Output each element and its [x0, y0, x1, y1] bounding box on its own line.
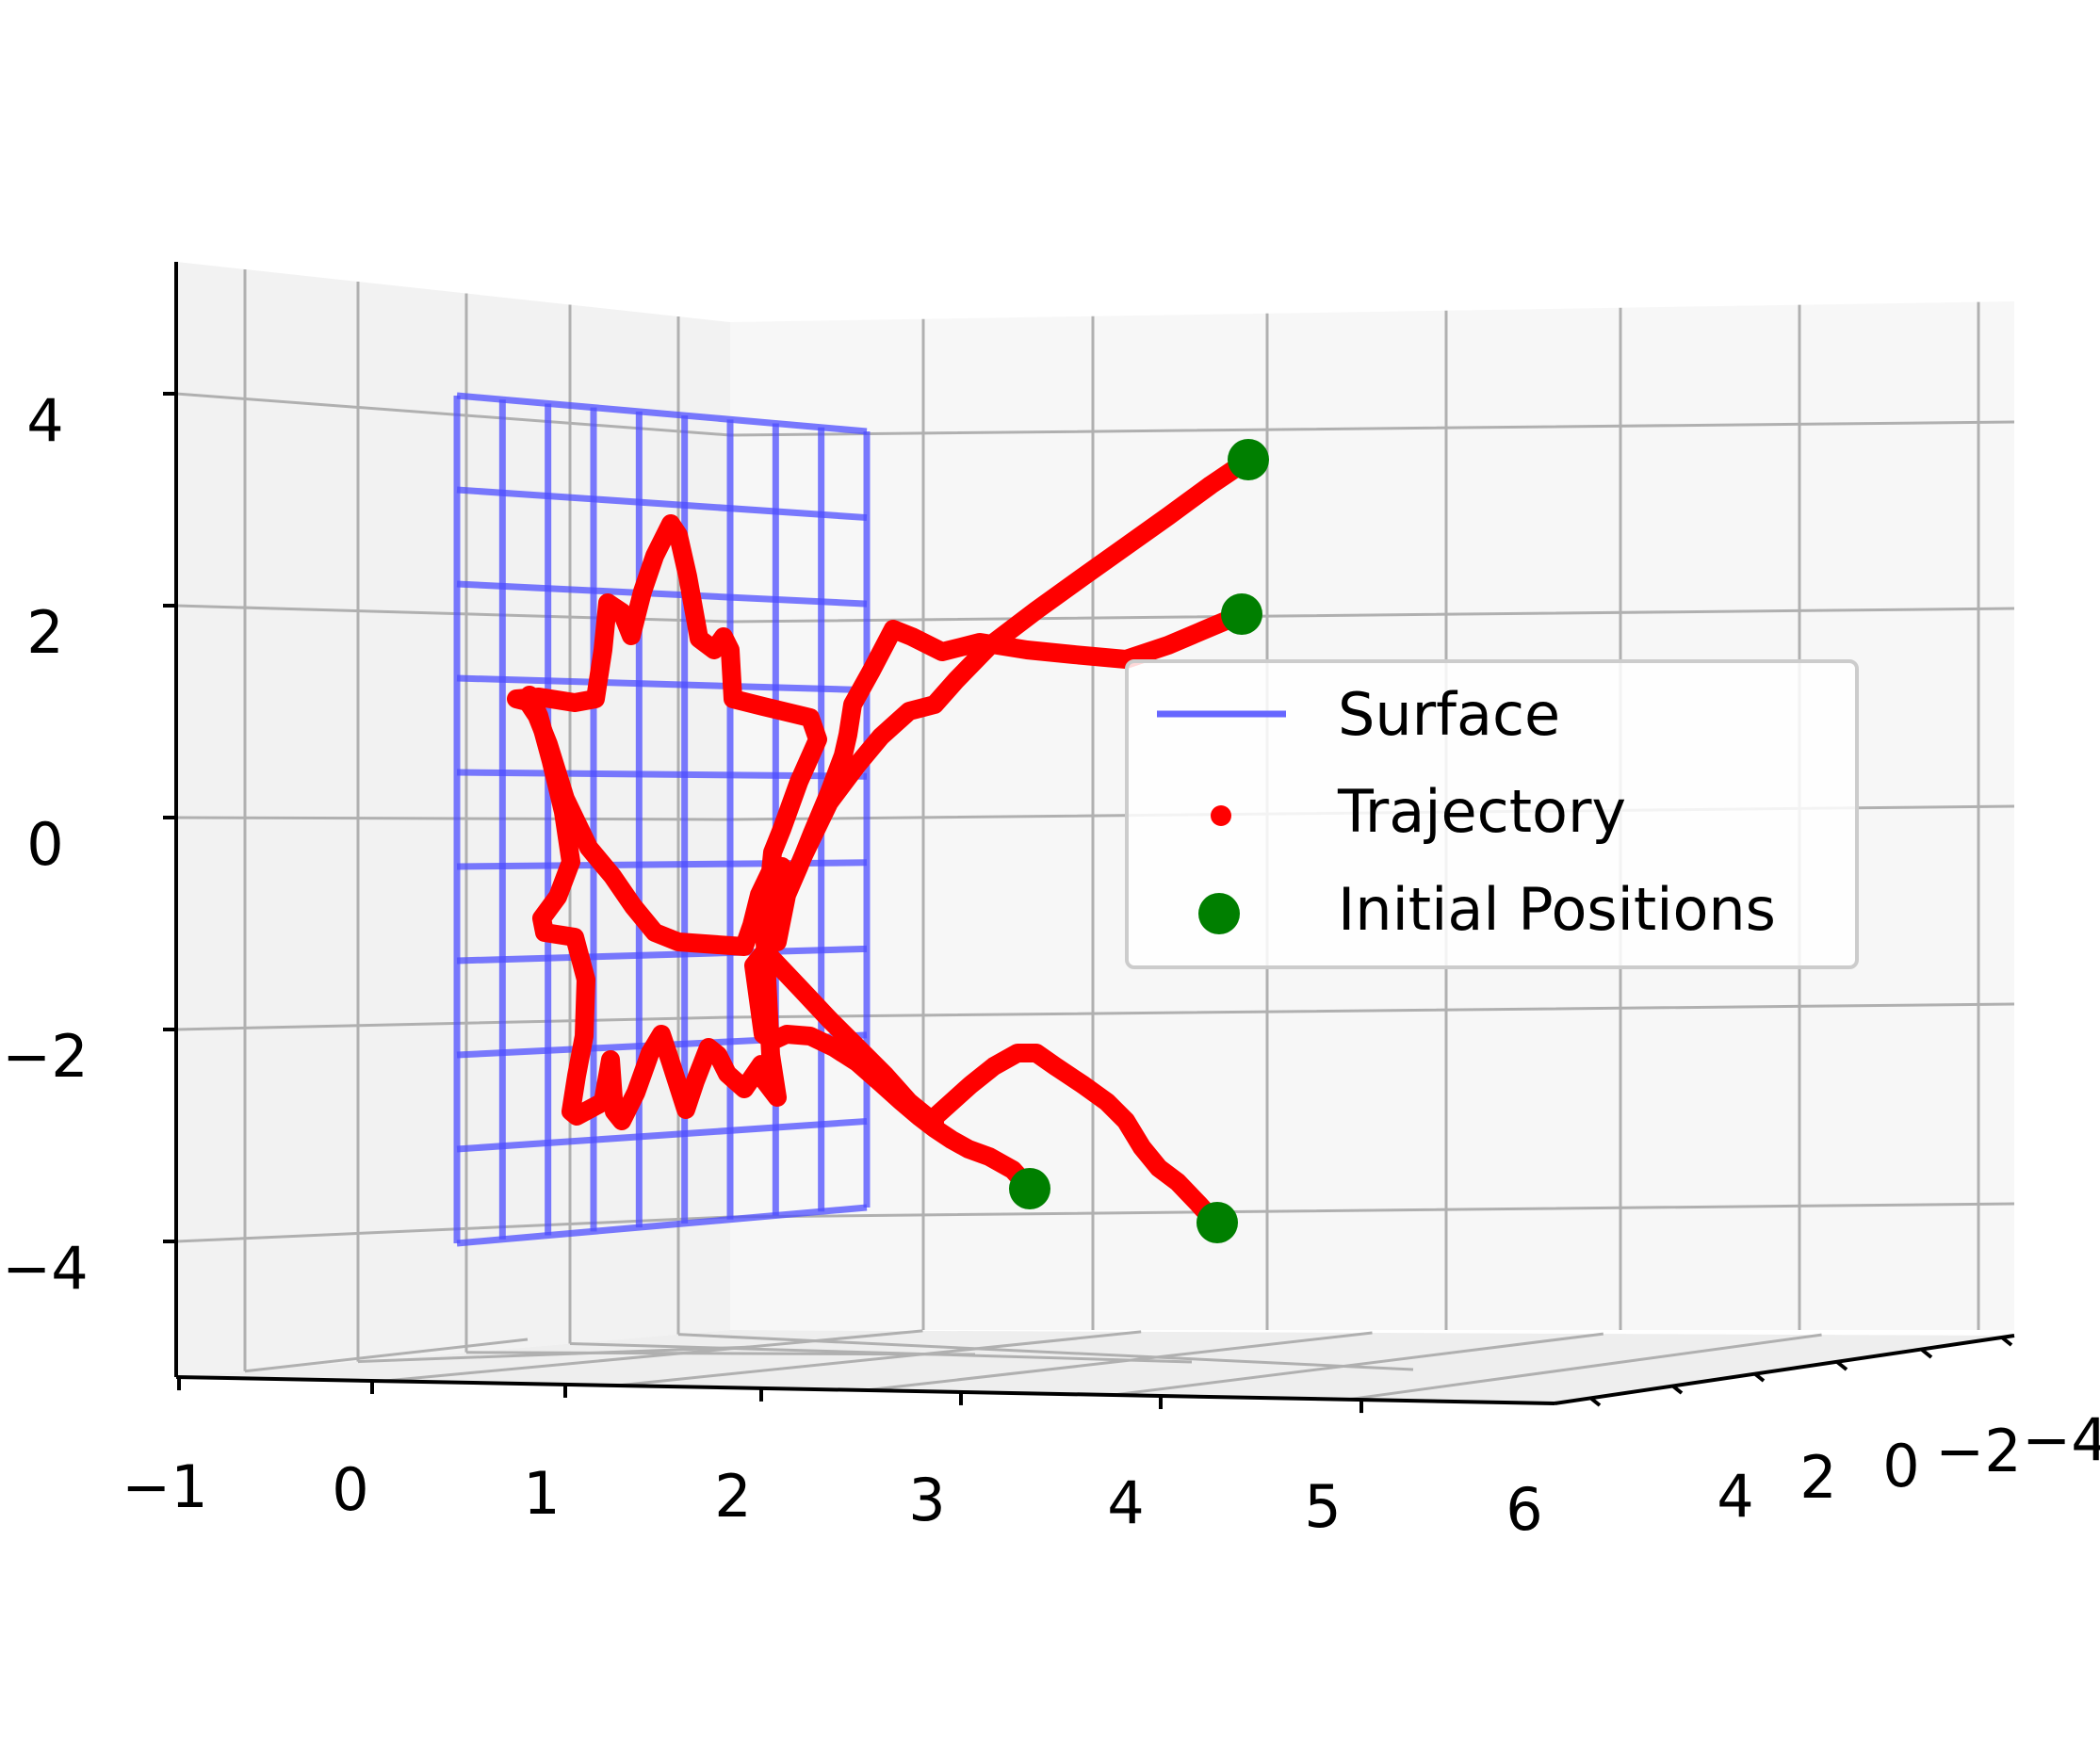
x-tick-label: 6 [1506, 1475, 1542, 1544]
y-tick-label: 2 [1799, 1443, 1836, 1512]
y-tick [2000, 1336, 2013, 1347]
tick-marks [163, 392, 2013, 1414]
trajectory-path [923, 1044, 1225, 1232]
x-axis-line [175, 1375, 1555, 1405]
surface-line [456, 392, 868, 435]
surface-line [456, 486, 868, 522]
legend-trajectory-swatch [1211, 805, 1231, 826]
initial-position-marker [1228, 439, 1269, 480]
y-tick-label: −4 [2022, 1405, 2100, 1474]
surface-line [456, 945, 868, 965]
grid-line [1347, 1333, 1822, 1402]
legend-initial-swatch [1198, 893, 1240, 934]
trajectory-paths [507, 450, 1258, 1232]
grid-line [1113, 1332, 1604, 1397]
y-tick [1835, 1360, 1848, 1371]
initial-position-marker [1221, 593, 1262, 635]
grid-line [865, 1331, 1373, 1392]
x-tick-label: 2 [714, 1462, 751, 1531]
z-tick-label: −4 [2, 1234, 88, 1303]
trajectory-path [744, 942, 1039, 1198]
grid-line [677, 1333, 1414, 1371]
y-tick-label: 0 [1882, 1432, 1919, 1500]
grid-line [383, 1329, 923, 1383]
y-tick [1752, 1371, 1766, 1383]
initial-position-markers [1009, 439, 1269, 1243]
initial-position-marker [1197, 1202, 1238, 1243]
x-tick-label: 4 [1107, 1468, 1144, 1537]
legend-initial-label: Initial Positions [1338, 875, 1776, 944]
trajectory-path [507, 514, 827, 956]
x-tick-label: 1 [523, 1459, 560, 1528]
y-tick [1670, 1384, 1684, 1395]
surface-line [456, 1204, 868, 1247]
trajectory-path [520, 686, 791, 1130]
initial-position-marker [1009, 1168, 1050, 1209]
legend: Surface Trajectory Initial Positions [1125, 659, 1859, 969]
grid-line [357, 1345, 755, 1364]
z-tick-label: −2 [2, 1022, 88, 1091]
legend-surface-label: Surface [1338, 680, 1560, 749]
y-tick-label: −2 [1935, 1417, 2021, 1485]
x-tick-label: 3 [908, 1466, 945, 1534]
y-tick [1588, 1396, 1602, 1407]
trajectory-path [768, 605, 1251, 951]
x-tick-label: 5 [1304, 1472, 1341, 1541]
surface-line [456, 580, 868, 608]
z-tick-label: 2 [26, 598, 63, 667]
surface-line [456, 1117, 868, 1153]
legend-box [1125, 659, 1859, 969]
y-tick [1920, 1348, 1933, 1359]
x-tick-label: −1 [122, 1452, 207, 1521]
y-tick-label: 4 [1717, 1462, 1753, 1531]
grid-line [244, 1338, 529, 1373]
z-tick-label: 4 [26, 386, 63, 455]
grid-line [617, 1330, 1142, 1387]
grid-line [569, 1341, 1193, 1364]
legend-trajectory-label: Trajectory [1337, 777, 1626, 846]
surface-line [456, 674, 868, 694]
y-axis-line [1554, 1334, 2015, 1405]
z-tick-label: 0 [26, 810, 63, 879]
x-tick-label: 0 [332, 1455, 368, 1524]
